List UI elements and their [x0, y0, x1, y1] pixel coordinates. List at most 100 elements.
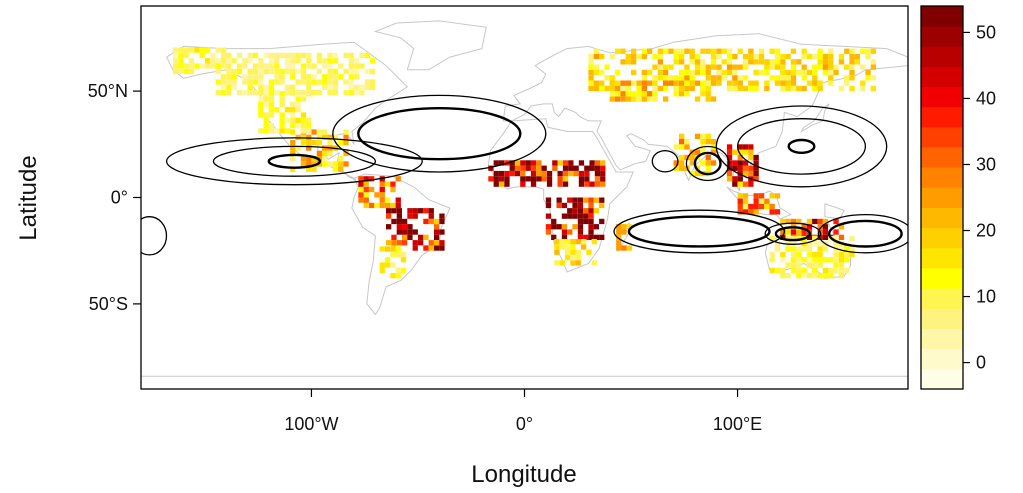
colorbar-tick-label: 30: [976, 154, 996, 174]
heat-cell: [828, 48, 834, 54]
heat-cell: [737, 181, 743, 187]
heat-cell: [849, 53, 855, 60]
heat-cell: [551, 234, 557, 240]
heat-cell: [726, 85, 733, 92]
heat-region: [588, 48, 876, 92]
heat-cell: [758, 69, 765, 76]
heat-cell: [400, 257, 407, 263]
heat-cell: [268, 107, 275, 113]
heat-cell: [742, 149, 749, 155]
heat-cell: [546, 176, 553, 182]
heat-cell: [364, 52, 370, 59]
heat-cell: [679, 154, 685, 161]
colorbar-swatch: [921, 167, 963, 188]
heat-cell: [599, 197, 605, 203]
heat-cell: [860, 48, 866, 54]
heat-cell: [220, 47, 227, 53]
colorbar-swatch: [921, 207, 963, 229]
heat-cell: [316, 134, 323, 140]
heat-cell: [609, 80, 615, 86]
heat-cell: [812, 251, 818, 258]
heat-cell: [279, 74, 285, 80]
heat-cell: [541, 165, 547, 171]
heat-cell: [726, 64, 733, 70]
heat-cell: [822, 229, 829, 235]
heat-cell: [625, 53, 631, 60]
heat-cell: [721, 69, 727, 76]
heat-cell: [247, 52, 253, 59]
heat-cell: [332, 68, 339, 75]
heat-cell: [796, 257, 802, 263]
heat-cell: [785, 218, 791, 225]
heat-cell: [828, 53, 834, 60]
heat-cell: [774, 209, 781, 215]
heat-cell: [258, 58, 264, 64]
heat-cell: [828, 64, 834, 70]
heat-cell: [748, 48, 754, 54]
heat-cell: [689, 170, 695, 177]
heat-cell: [226, 58, 232, 64]
heat-cell: [828, 59, 834, 65]
heat-region: [616, 224, 633, 251]
heat-cell: [306, 123, 312, 129]
contour-australia-nw: [774, 226, 812, 242]
heat-cell: [359, 52, 365, 59]
heat-cell: [332, 52, 339, 59]
heat-cell: [263, 68, 269, 75]
heat-cell: [780, 53, 786, 60]
heat-cell: [604, 75, 610, 81]
heat-cell: [620, 96, 626, 102]
heat-cell: [796, 273, 802, 279]
heat-cell: [316, 58, 323, 64]
heat-cell: [183, 68, 189, 75]
heat-cell: [801, 257, 807, 263]
heat-cell: [418, 240, 424, 246]
heat-cell: [593, 64, 599, 70]
heat-cell: [716, 80, 722, 86]
heat-cell: [631, 91, 637, 97]
heat-cell: [812, 53, 818, 60]
heat-cell: [790, 257, 797, 263]
heat-cell: [525, 160, 531, 166]
heat-cell: [822, 234, 829, 240]
heat-cell: [822, 59, 829, 65]
heat-cell: [568, 160, 574, 166]
contour-east-pacific-north: [267, 153, 322, 169]
heat-cell: [593, 224, 599, 230]
heat-cell: [726, 176, 733, 182]
heat-cell: [268, 68, 275, 75]
heat-cell: [220, 74, 227, 80]
heat-cell: [588, 197, 594, 203]
heat-cell: [215, 63, 221, 69]
heat-cell: [631, 59, 637, 65]
heat-cell: [732, 85, 738, 92]
heat-cell: [374, 192, 380, 198]
heat-cell: [226, 68, 232, 75]
heat-cell: [577, 202, 584, 209]
heat-cell: [386, 208, 392, 214]
colorbar-swatch: [921, 288, 963, 309]
heat-cell: [801, 69, 807, 76]
heat-cell: [700, 48, 706, 54]
heat-cell: [689, 48, 695, 54]
heat-cell: [758, 193, 765, 199]
colorbar: 0 10 20 30 40 50: [920, 5, 996, 390]
heat-cell: [390, 251, 396, 258]
heat-cell: [583, 197, 589, 203]
heat-cell: [572, 213, 578, 219]
heat-cell: [737, 198, 743, 204]
heat-cell: [753, 170, 759, 177]
heat-cell: [354, 58, 360, 64]
heat-cell: [236, 63, 243, 69]
heat-cell: [593, 208, 599, 214]
heat-cell: [554, 239, 560, 245]
heat-cell: [609, 91, 615, 97]
heat-cell: [870, 75, 876, 81]
heat-cell: [716, 75, 722, 81]
heat-cell: [577, 224, 584, 230]
heat-cell: [268, 90, 275, 96]
heat-cell: [274, 107, 280, 113]
heat-cell: [268, 101, 275, 108]
heat-cell: [822, 53, 829, 60]
heat-cell: [290, 52, 296, 59]
